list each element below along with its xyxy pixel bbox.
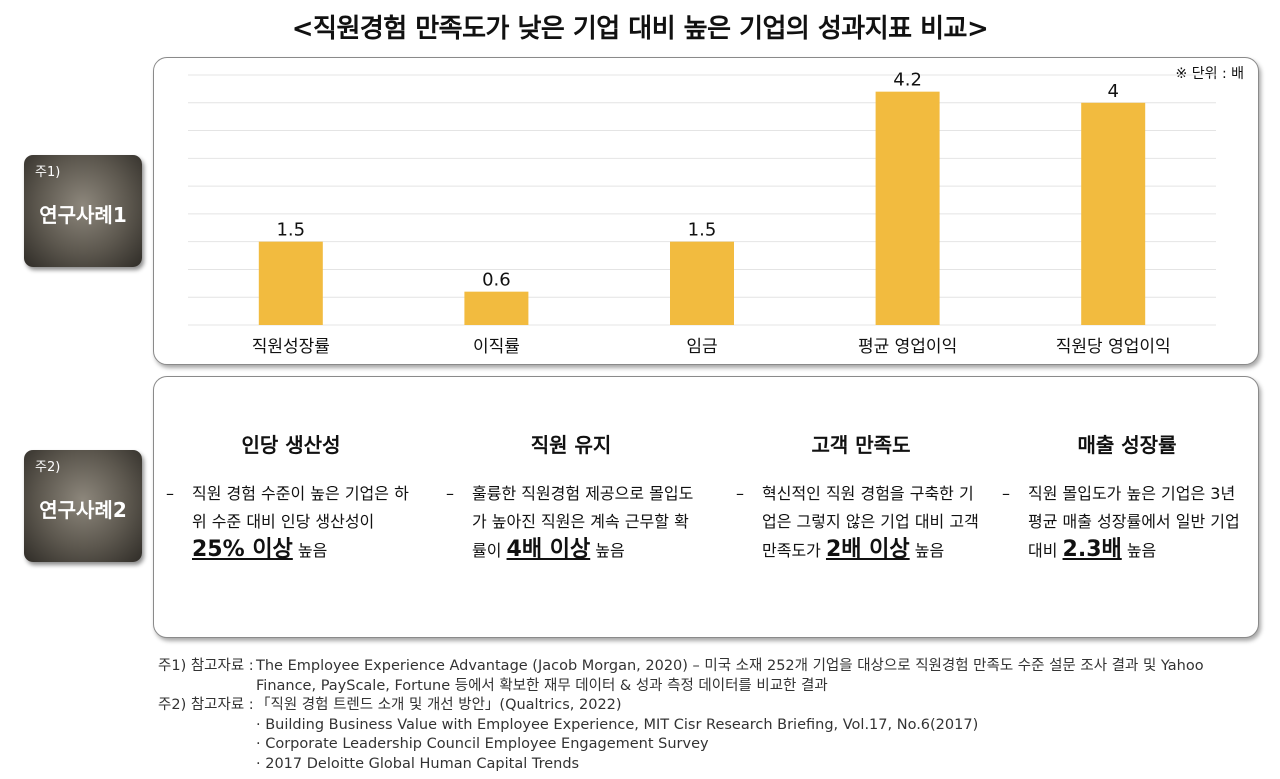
chart-panel: ※ 단위 : 배 1.5 직원성장률 0.6 이직률 1.5 임금 4.2 평균 영업이익 4 직… xyxy=(153,57,1259,365)
dash-bullet: – xyxy=(166,484,174,503)
footnote-1-label: 주1) 참고자료 : xyxy=(158,658,254,674)
footnote-1: 주1) 참고자료 : The Employee Experience Advant… xyxy=(158,657,1204,677)
metric-title: 고객 만족도 xyxy=(811,433,911,457)
metric-text-end: 높음 xyxy=(909,541,945,560)
metric-description: – 직원 몰입도가 높은 기업은 3년 평균 매출 성장률에서 일반 기업 대비… xyxy=(1002,480,1252,565)
study-case-1-label: 연구사례1 xyxy=(39,203,127,227)
metric-text-end: 높음 xyxy=(590,541,625,560)
metric-text: 직원 몰입도가 높은 기업은 3년 평균 매출 성장률에서 일반 기업 대비 xyxy=(1028,484,1240,560)
metric-emphasis: 25% 이상 xyxy=(192,537,293,562)
unit-note: ※ 단위 : 배 xyxy=(1175,66,1244,82)
bar xyxy=(464,291,529,325)
metric-emphasis: 2.3배 xyxy=(1062,537,1122,562)
metric-customer-satisfaction: 고객 만족도 – 혁신적인 직원 경험을 구축한 기업은 그렇지 않은 기업 대… xyxy=(736,429,986,565)
metric-description: – 훌륭한 직원경험 제공으로 몰입도가 높아진 직원은 계속 근무할 확률이 … xyxy=(446,480,696,565)
bar-chart: 1.5 직원성장률 0.6 이직률 1.5 임금 4.2 평균 영업이익 4 직원당 영업이익 xyxy=(188,70,1216,357)
footnote-2-source-2: · Corporate Leadership Council Employee … xyxy=(256,736,709,752)
metric-title: 인당 생산성 xyxy=(241,433,341,457)
metric-productivity: 인당 생산성 – 직원 경험 수준이 높은 기업은 하위 수준 대비 인당 생산… xyxy=(166,429,416,565)
data-label: 0.6 xyxy=(482,270,511,291)
footnote-2-label: 주2) 참고자료 : xyxy=(158,697,254,713)
bar xyxy=(670,241,734,325)
data-label: 4 xyxy=(1107,81,1118,102)
metric-text-end: 높음 xyxy=(1121,541,1157,560)
footnotes: 주1) 참고자료 : The Employee Experience Advant… xyxy=(158,657,1204,774)
metric-text-end: 높음 xyxy=(292,541,328,560)
metric-text: 훌륭한 직원경험 제공으로 몰입도가 높아진 직원은 계속 근무할 확률이 xyxy=(472,484,694,560)
footnote-marker-2: 주2) xyxy=(35,460,61,475)
data-label: 1.5 xyxy=(688,220,717,241)
category-label: 직원당 영업이익 xyxy=(1056,337,1171,357)
metric-retention: 직원 유지 – 훌륭한 직원경험 제공으로 몰입도가 높아진 직원은 계속 근무… xyxy=(446,429,696,565)
category-label: 평균 영업이익 xyxy=(858,337,957,357)
metric-title: 직원 유지 xyxy=(530,433,612,457)
study-case-2-tag: 주2) 연구사례2 xyxy=(24,450,142,562)
metric-description: – 혁신적인 직원 경험을 구축한 기업은 그렇지 않은 기업 대비 고객만족도… xyxy=(736,480,986,565)
bar xyxy=(875,91,940,325)
metric-emphasis: 4배 이상 xyxy=(506,537,591,562)
bar xyxy=(1081,102,1146,326)
footnote-2-source-3: · 2017 Deloitte Global Human Capital Tre… xyxy=(256,755,580,772)
metric-text: 직원 경험 수준이 높은 기업은 하위 수준 대비 인당 생산성이 xyxy=(192,484,409,531)
metric-revenue-growth: 매출 성장률 – 직원 몰입도가 높은 기업은 3년 평균 매출 성장률에서 일… xyxy=(1002,429,1252,565)
data-label: 4.2 xyxy=(893,70,922,91)
footnote-1-text: The Employee Experience Advantage (Jacob… xyxy=(256,658,1204,674)
study-case-2-label: 연구사례2 xyxy=(39,498,127,522)
footnote-marker-1: 주1) xyxy=(35,165,61,180)
study-case-1-tag: 주1) 연구사례1 xyxy=(24,155,142,267)
page-title: <직원경험 만족도가 낮은 기업 대비 높은 기업의 성과지표 비교> xyxy=(291,14,989,44)
category-label: 이직률 xyxy=(473,337,520,357)
metric-text: 혁신적인 직원 경험을 구축한 기업은 그렇지 않은 기업 대비 고객만족도가 xyxy=(762,484,979,560)
dash-bullet: – xyxy=(736,484,744,503)
category-label: 임금 xyxy=(686,337,717,357)
metric-description: – 직원 경험 수준이 높은 기업은 하위 수준 대비 인당 생산성이 25% … xyxy=(166,480,416,565)
metric-emphasis: 2배 이상 xyxy=(825,537,910,562)
category-label: 직원성장률 xyxy=(252,337,330,357)
data-label: 1.5 xyxy=(276,220,305,241)
metric-title: 매출 성장률 xyxy=(1077,433,1177,457)
footnote-1-continued: Finance, PayScale, Fortune 등에서 확보한 재무 데이… xyxy=(256,677,828,694)
bar xyxy=(258,241,323,325)
footnote-2: 주2) 참고자료 : 「직원 경험 트렌드 소개 및 개선 방안」(Qualtri… xyxy=(158,696,1204,716)
footnote-2-source-1: · Building Business Value with Employee … xyxy=(256,716,979,733)
dash-bullet: – xyxy=(1002,484,1010,503)
footnote-2-text: 「직원 경험 트렌드 소개 및 개선 방안」(Qualtrics, 2022) xyxy=(256,697,622,713)
metrics-panel: 인당 생산성 – 직원 경험 수준이 높은 기업은 하위 수준 대비 인당 생산… xyxy=(153,376,1259,638)
dash-bullet: – xyxy=(446,484,454,503)
